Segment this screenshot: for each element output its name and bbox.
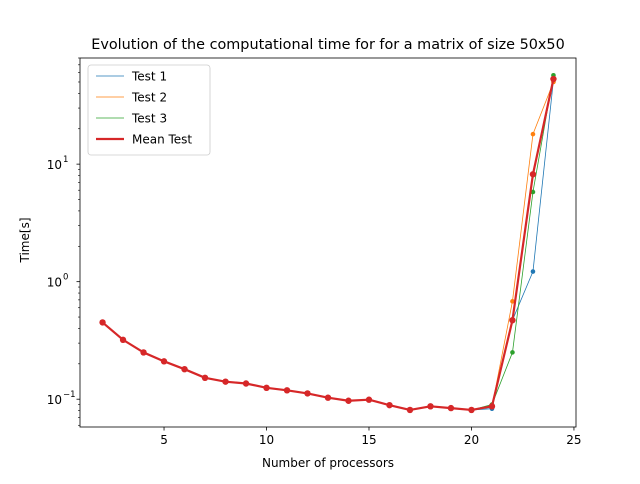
data-point (488, 403, 496, 410)
y-tick-exponent: 0 (63, 273, 68, 283)
y-tick-label: 10 (47, 158, 62, 172)
data-point (530, 131, 536, 137)
y-tick-base: 10 (47, 158, 62, 172)
x-tick-label: 20 (464, 433, 479, 447)
data-point (550, 75, 557, 83)
data-point (99, 319, 106, 326)
y-tick-label: 10 (47, 393, 62, 407)
data-point (304, 390, 311, 397)
x-tick-label: 5 (160, 433, 168, 447)
legend-label: Test 1 (131, 70, 167, 84)
data-point (263, 384, 270, 392)
y-tick-exponent: −1 (63, 390, 76, 400)
data-point (283, 387, 291, 394)
x-tick-label: 10 (259, 433, 274, 447)
x-tick-label: 15 (361, 433, 376, 447)
legend-label: Test 3 (131, 112, 167, 126)
x-tick-label: 25 (566, 433, 581, 447)
chart-title: Evolution of the computational time for … (91, 37, 564, 53)
series-layer (99, 73, 557, 414)
data-point (201, 374, 209, 382)
x-axis-label: Number of processors (262, 456, 394, 470)
data-point (386, 401, 393, 409)
y-tick-base: 10 (47, 393, 62, 407)
y-tick-base: 10 (47, 276, 62, 290)
data-point (468, 406, 475, 414)
data-point (530, 189, 536, 195)
data-point (510, 350, 515, 355)
data-point (324, 394, 332, 401)
legend: Test 1 Test 2 Test 3 Mean Test (87, 64, 211, 156)
data-point (181, 365, 188, 373)
data-point (160, 358, 168, 365)
data-point (530, 269, 536, 274)
data-point (510, 299, 515, 304)
data-point (406, 406, 414, 414)
data-point (529, 171, 537, 178)
data-point (242, 380, 250, 387)
plot-frame (79, 57, 577, 428)
legend-box (87, 64, 211, 156)
y-tick-label: 10 (47, 276, 62, 290)
data-point (509, 317, 516, 324)
legend-label: Mean Test (132, 133, 192, 147)
data-point (119, 336, 127, 344)
data-point (222, 378, 229, 385)
data-point (447, 404, 455, 412)
data-point (365, 396, 373, 403)
series-mean-test (99, 75, 557, 414)
data-point (427, 403, 434, 410)
data-point (345, 397, 352, 404)
y-axis-label: Time[s] (18, 218, 32, 264)
y-tick-exponent: 1 (63, 155, 68, 165)
legend-label: Test 2 (131, 91, 167, 105)
data-point (140, 349, 147, 356)
